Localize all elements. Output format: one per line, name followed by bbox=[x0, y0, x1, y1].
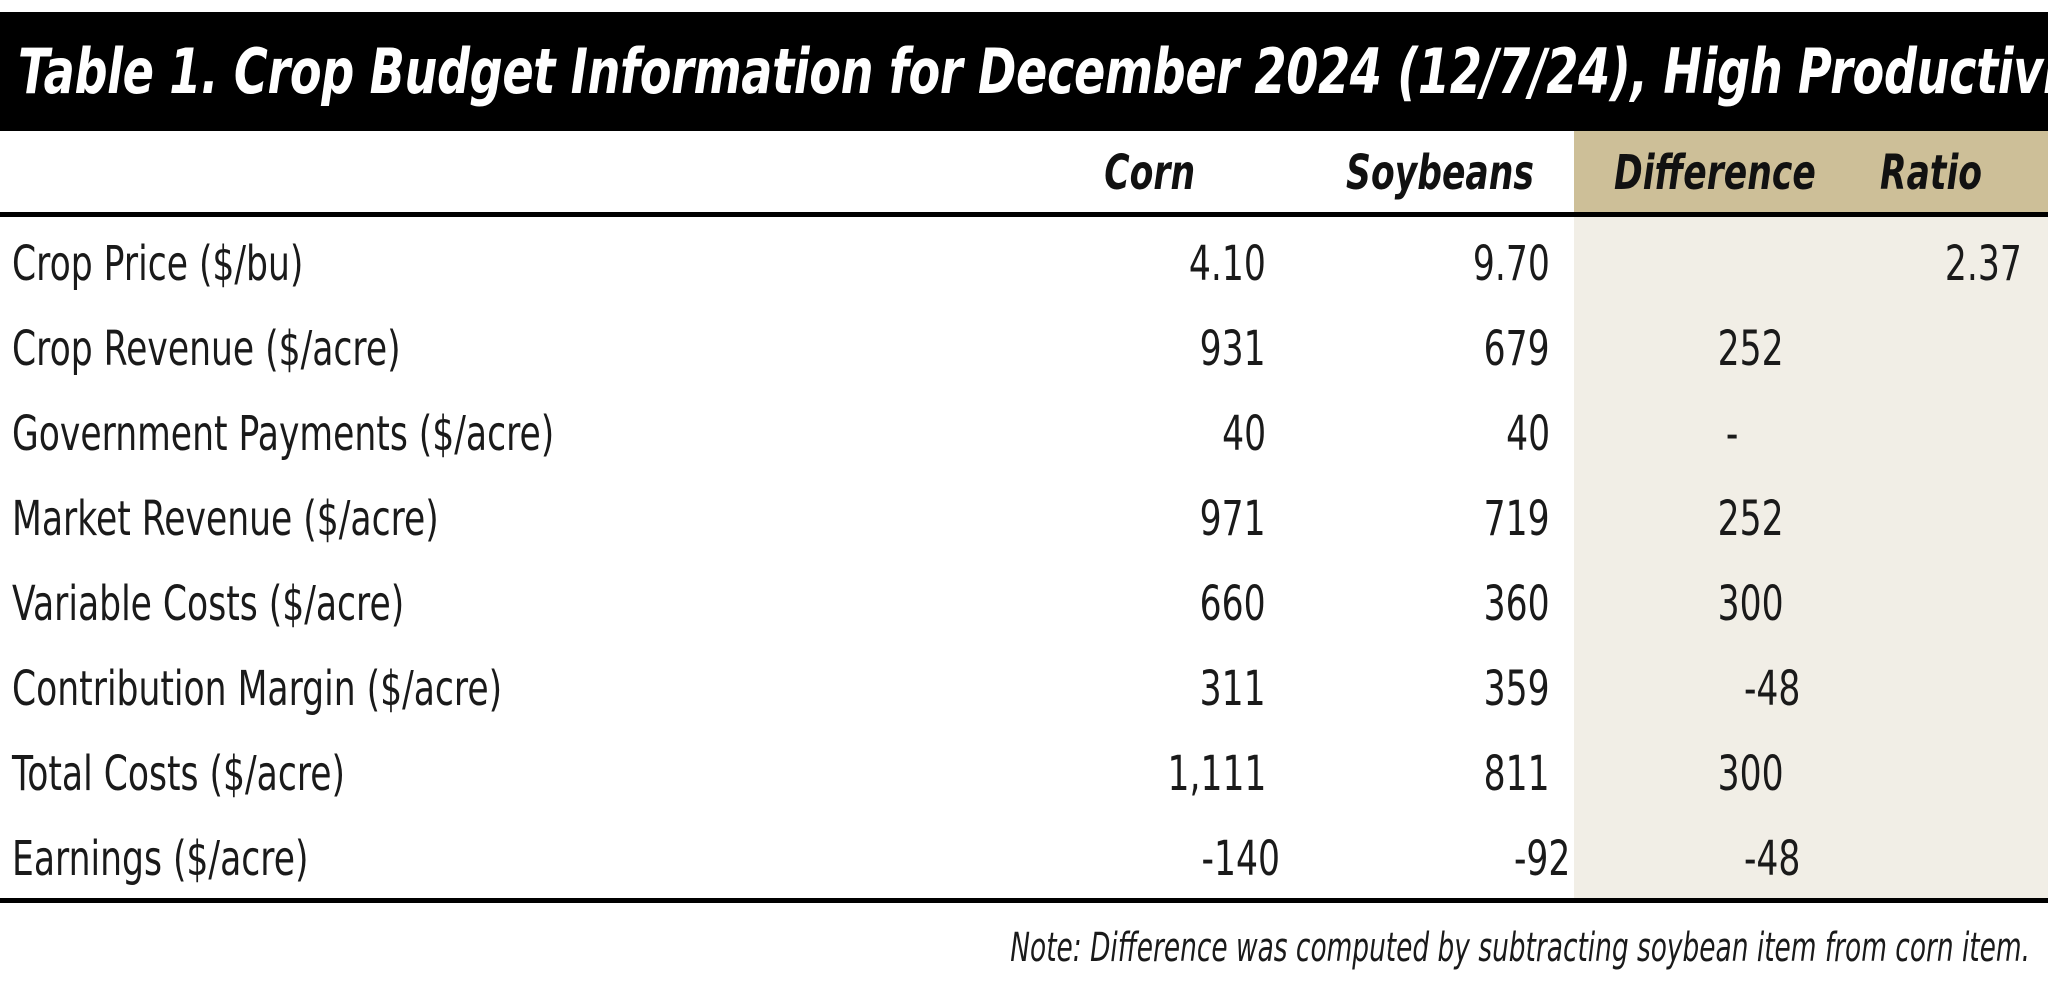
table-row: Market Revenue ($/acre) 971 719 252 bbox=[0, 476, 2048, 561]
corn-value: 40 bbox=[1222, 405, 1266, 462]
row-label: Contribution Margin ($/acre) bbox=[12, 660, 503, 717]
table-row: Total Costs ($/acre) 1,111 811 300 bbox=[0, 731, 2048, 816]
column-header-corn: Corn bbox=[1104, 144, 1195, 201]
soybeans-value: 360 bbox=[1484, 575, 1550, 632]
row-label: Earnings ($/acre) bbox=[12, 830, 309, 887]
corn-value: 971 bbox=[1200, 490, 1266, 547]
column-header-soybeans: Soybeans bbox=[1346, 144, 1534, 201]
row-label: Market Revenue ($/acre) bbox=[12, 490, 439, 547]
bottom-rule bbox=[0, 898, 2048, 903]
difference-value: - bbox=[1725, 405, 1738, 462]
table-title-bar: Table 1. Crop Budget Information for Dec… bbox=[0, 12, 2048, 131]
ratio-value: 2.37 bbox=[1945, 235, 2022, 292]
row-label: Variable Costs ($/acre) bbox=[12, 575, 405, 632]
soybeans-value: 9.70 bbox=[1473, 235, 1550, 292]
difference-value: -48 bbox=[1743, 830, 1800, 887]
table-row: Crop Price ($/bu) 4.10 9.70 2.37 bbox=[0, 221, 2048, 306]
row-label: Total Costs ($/acre) bbox=[12, 745, 346, 802]
column-header-difference: Difference bbox=[1614, 144, 1816, 201]
table-row: Crop Revenue ($/acre) 931 679 252 bbox=[0, 306, 2048, 391]
table-title: Table 1. Crop Budget Information for Dec… bbox=[18, 35, 2048, 108]
difference-ratio-highlight bbox=[1574, 131, 2048, 901]
corn-value: 311 bbox=[1200, 660, 1266, 717]
corn-value: 660 bbox=[1200, 575, 1266, 632]
soybeans-value: -92 bbox=[1513, 830, 1570, 887]
difference-value: 300 bbox=[1718, 575, 1784, 632]
header-rule bbox=[0, 212, 2048, 217]
column-header-ratio: Ratio bbox=[1880, 144, 1983, 201]
corn-value: -140 bbox=[1201, 830, 1280, 887]
difference-value: -48 bbox=[1743, 660, 1800, 717]
table-row: Variable Costs ($/acre) 660 360 300 bbox=[0, 561, 2048, 646]
corn-value: 1,111 bbox=[1167, 745, 1266, 802]
table-row: Contribution Margin ($/acre) 311 359 -48 bbox=[0, 646, 2048, 731]
difference-value: 300 bbox=[1718, 745, 1784, 802]
corn-value: 4.10 bbox=[1189, 235, 1266, 292]
corn-value: 931 bbox=[1200, 320, 1266, 377]
row-label: Government Payments ($/acre) bbox=[12, 405, 555, 462]
row-label: Crop Price ($/bu) bbox=[12, 235, 304, 292]
table-row: Earnings ($/acre) -140 -92 -48 bbox=[0, 816, 2048, 901]
soybeans-value: 359 bbox=[1484, 660, 1550, 717]
table-note: Note: Difference was computed by subtrac… bbox=[1010, 925, 2030, 971]
difference-value: 252 bbox=[1718, 320, 1784, 377]
table-row: Government Payments ($/acre) 40 40 - bbox=[0, 391, 2048, 476]
difference-ratio-header-highlight bbox=[1574, 131, 2048, 214]
soybeans-value: 719 bbox=[1484, 490, 1550, 547]
row-label: Crop Revenue ($/acre) bbox=[12, 320, 401, 377]
soybeans-value: 811 bbox=[1484, 745, 1550, 802]
soybeans-value: 679 bbox=[1484, 320, 1550, 377]
soybeans-value: 40 bbox=[1506, 405, 1550, 462]
difference-value: 252 bbox=[1718, 490, 1784, 547]
